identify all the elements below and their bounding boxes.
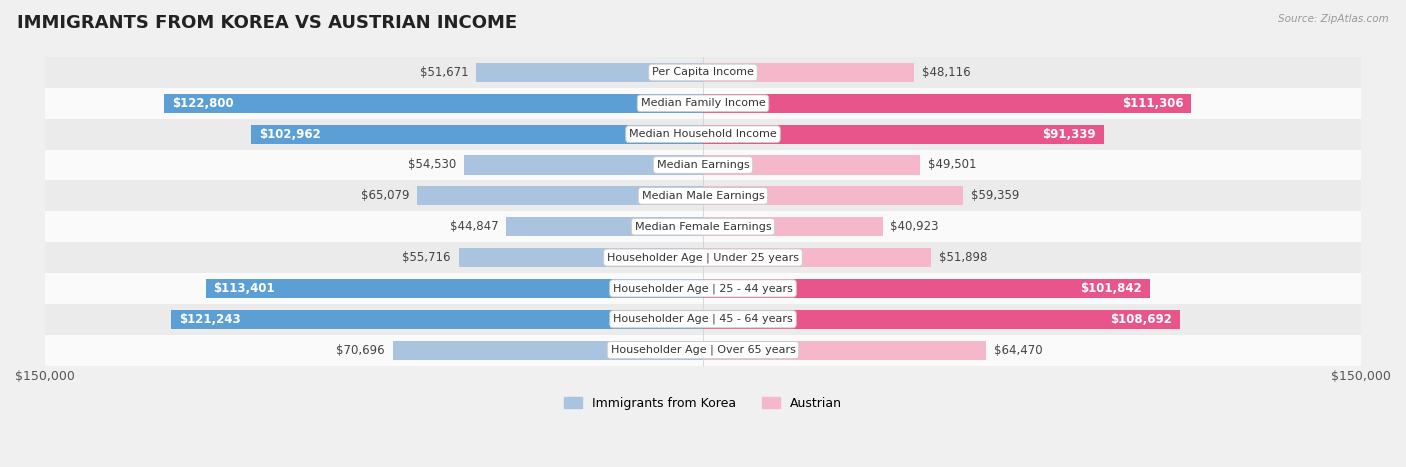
Bar <box>703 186 963 205</box>
Text: IMMIGRANTS FROM KOREA VS AUSTRIAN INCOME: IMMIGRANTS FROM KOREA VS AUSTRIAN INCOME <box>17 14 517 32</box>
Bar <box>45 211 1361 242</box>
Text: Median Female Earnings: Median Female Earnings <box>634 222 772 232</box>
Legend: Immigrants from Korea, Austrian: Immigrants from Korea, Austrian <box>558 392 848 415</box>
Bar <box>205 279 703 298</box>
Text: $122,800: $122,800 <box>172 97 233 110</box>
Bar <box>45 180 1361 211</box>
Bar <box>703 248 931 267</box>
Bar <box>45 149 1361 180</box>
Text: Householder Age | Over 65 years: Householder Age | Over 65 years <box>610 345 796 355</box>
Bar <box>45 242 1361 273</box>
Text: Median Earnings: Median Earnings <box>657 160 749 170</box>
Bar <box>45 273 1361 304</box>
Bar <box>418 186 703 205</box>
Text: $48,116: $48,116 <box>922 66 970 79</box>
Text: $59,359: $59,359 <box>972 189 1019 202</box>
Text: $70,696: $70,696 <box>336 344 385 357</box>
Bar <box>45 88 1361 119</box>
Bar <box>703 94 1191 113</box>
Bar <box>703 310 1180 329</box>
Text: Per Capita Income: Per Capita Income <box>652 67 754 78</box>
Text: Householder Age | 25 - 44 years: Householder Age | 25 - 44 years <box>613 283 793 294</box>
Text: $113,401: $113,401 <box>214 282 276 295</box>
Bar <box>703 156 920 175</box>
Bar <box>45 119 1361 149</box>
Text: Median Household Income: Median Household Income <box>628 129 778 139</box>
Bar <box>703 340 986 360</box>
Text: $91,339: $91,339 <box>1042 127 1095 141</box>
Text: Householder Age | 45 - 64 years: Householder Age | 45 - 64 years <box>613 314 793 325</box>
Bar <box>464 156 703 175</box>
Text: $65,079: $65,079 <box>361 189 409 202</box>
Text: Median Family Income: Median Family Income <box>641 98 765 108</box>
Bar <box>458 248 703 267</box>
Text: $49,501: $49,501 <box>928 158 977 171</box>
Bar <box>703 217 883 236</box>
Text: Source: ZipAtlas.com: Source: ZipAtlas.com <box>1278 14 1389 24</box>
Text: $121,243: $121,243 <box>179 313 240 326</box>
Text: $54,530: $54,530 <box>408 158 456 171</box>
Text: $40,923: $40,923 <box>890 220 939 233</box>
Text: $51,898: $51,898 <box>939 251 987 264</box>
Bar <box>45 335 1361 366</box>
Bar <box>703 63 914 82</box>
Text: $102,962: $102,962 <box>259 127 321 141</box>
Bar <box>477 63 703 82</box>
Bar <box>165 94 703 113</box>
Text: $64,470: $64,470 <box>994 344 1042 357</box>
Text: $111,306: $111,306 <box>1122 97 1184 110</box>
Bar <box>703 125 1104 144</box>
Text: $51,671: $51,671 <box>420 66 468 79</box>
Bar <box>703 279 1150 298</box>
Bar <box>506 217 703 236</box>
Bar <box>45 57 1361 88</box>
Text: Median Male Earnings: Median Male Earnings <box>641 191 765 201</box>
Text: $44,847: $44,847 <box>450 220 498 233</box>
Bar <box>252 125 703 144</box>
Text: Householder Age | Under 25 years: Householder Age | Under 25 years <box>607 252 799 263</box>
Text: $101,842: $101,842 <box>1080 282 1142 295</box>
Text: $55,716: $55,716 <box>402 251 451 264</box>
Text: $108,692: $108,692 <box>1111 313 1173 326</box>
Bar <box>172 310 703 329</box>
Bar <box>45 304 1361 335</box>
Bar <box>392 340 703 360</box>
